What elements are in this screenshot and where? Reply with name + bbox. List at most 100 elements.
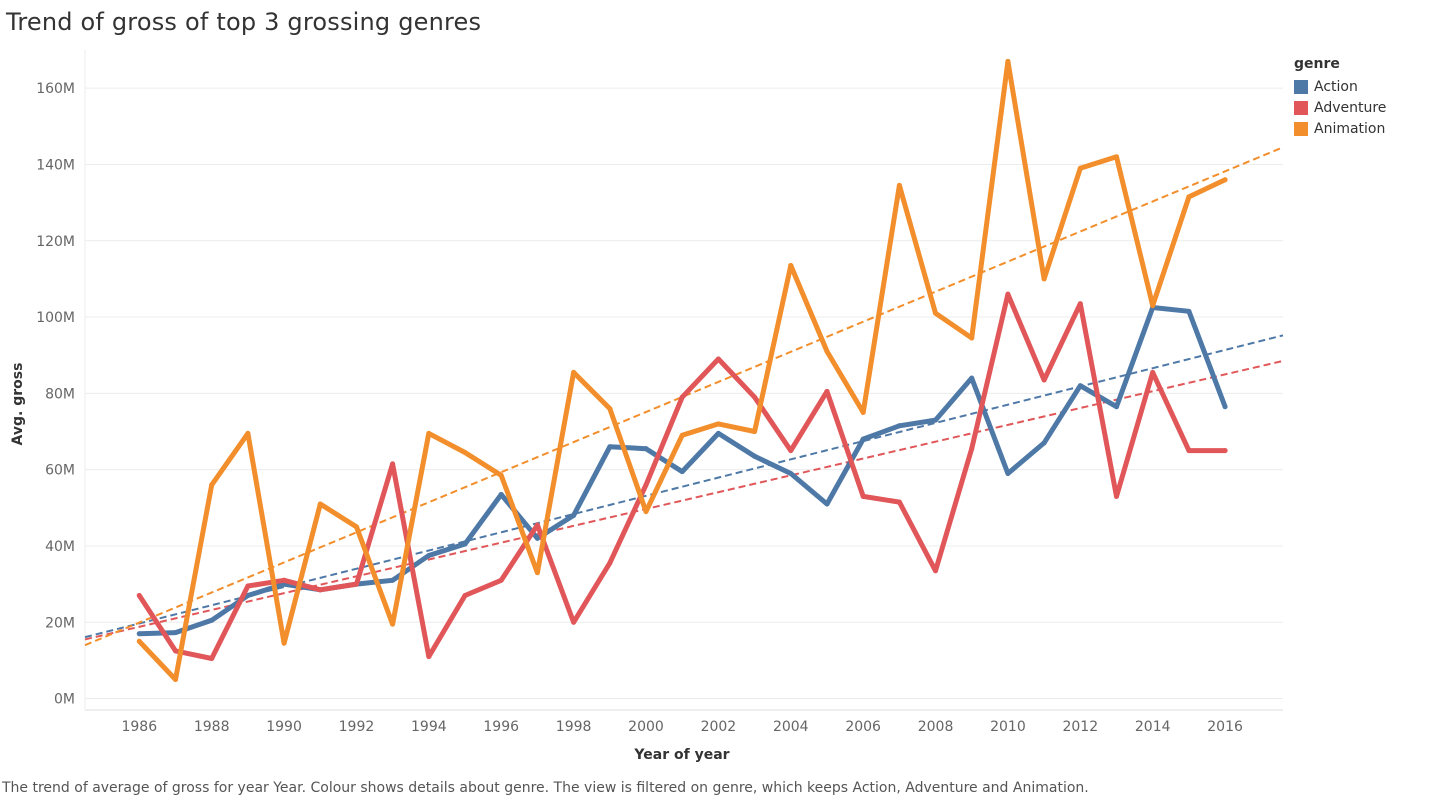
data-point-adventure[interactable] <box>172 648 178 654</box>
data-point-adventure[interactable] <box>607 560 613 566</box>
data-point-animation[interactable] <box>752 429 758 435</box>
data-point-action[interactable] <box>1041 440 1047 446</box>
legend-item-animation[interactable]: Animation <box>1294 118 1386 139</box>
data-point-adventure[interactable] <box>390 461 396 467</box>
x-tick-label: 1996 <box>483 719 519 735</box>
data-point-animation[interactable] <box>498 472 504 478</box>
data-point-action[interactable] <box>209 617 215 623</box>
data-point-animation[interactable] <box>462 449 468 455</box>
legend-item-action[interactable]: Action <box>1294 76 1386 97</box>
data-point-action[interactable] <box>172 630 178 636</box>
data-point-adventure[interactable] <box>571 619 577 625</box>
data-point-animation[interactable] <box>715 421 721 427</box>
data-point-adventure[interactable] <box>969 446 975 452</box>
data-point-action[interactable] <box>534 535 540 541</box>
data-point-action[interactable] <box>969 375 975 381</box>
data-point-adventure[interactable] <box>498 577 504 583</box>
data-point-adventure[interactable] <box>643 482 649 488</box>
data-point-adventure[interactable] <box>353 581 359 587</box>
data-point-adventure[interactable] <box>896 499 902 505</box>
data-point-animation[interactable] <box>1186 194 1192 200</box>
data-point-adventure[interactable] <box>209 655 215 661</box>
data-point-action[interactable] <box>679 469 685 475</box>
data-point-action[interactable] <box>1222 404 1228 410</box>
data-point-animation[interactable] <box>136 638 142 644</box>
data-point-adventure[interactable] <box>715 356 721 362</box>
data-point-adventure[interactable] <box>1186 448 1192 454</box>
data-point-animation[interactable] <box>1077 165 1083 171</box>
data-point-action[interactable] <box>1077 383 1083 389</box>
data-point-action[interactable] <box>1186 308 1192 314</box>
data-point-action[interactable] <box>643 446 649 452</box>
data-point-animation[interactable] <box>317 501 323 507</box>
data-point-action[interactable] <box>498 491 504 497</box>
data-point-animation[interactable] <box>281 640 287 646</box>
data-point-animation[interactable] <box>860 409 866 415</box>
data-point-adventure[interactable] <box>245 583 251 589</box>
data-point-animation[interactable] <box>1114 154 1120 160</box>
data-point-action[interactable] <box>136 631 142 637</box>
data-point-animation[interactable] <box>571 369 577 375</box>
data-point-action[interactable] <box>1005 470 1011 476</box>
data-point-animation[interactable] <box>824 348 830 354</box>
data-point-adventure[interactable] <box>824 388 830 394</box>
legend-swatch <box>1294 100 1308 115</box>
data-point-action[interactable] <box>390 577 396 583</box>
data-point-animation[interactable] <box>1041 276 1047 282</box>
y-tick-label: 0M <box>54 692 75 708</box>
data-point-action[interactable] <box>896 423 902 429</box>
data-point-animation[interactable] <box>1005 58 1011 64</box>
data-point-animation[interactable] <box>426 430 432 436</box>
data-point-animation[interactable] <box>534 570 540 576</box>
x-axis-label: Year of year <box>633 747 729 763</box>
data-point-animation[interactable] <box>788 263 794 269</box>
data-point-adventure[interactable] <box>860 493 866 499</box>
data-point-action[interactable] <box>426 552 432 558</box>
data-point-action[interactable] <box>571 512 577 518</box>
data-point-animation[interactable] <box>643 509 649 515</box>
data-point-adventure[interactable] <box>534 522 540 528</box>
data-point-action[interactable] <box>788 470 794 476</box>
data-point-action[interactable] <box>824 501 830 507</box>
trend-line-adventure <box>84 359 1284 641</box>
data-point-animation[interactable] <box>245 430 251 436</box>
data-point-animation[interactable] <box>390 621 396 627</box>
data-point-adventure[interactable] <box>788 448 794 454</box>
data-point-action[interactable] <box>245 593 251 599</box>
data-point-adventure[interactable] <box>136 593 142 599</box>
data-point-adventure[interactable] <box>1114 493 1120 499</box>
data-point-adventure[interactable] <box>752 394 758 400</box>
data-point-adventure[interactable] <box>1222 448 1228 454</box>
legend-label: Animation <box>1314 120 1386 137</box>
data-point-animation[interactable] <box>896 182 902 188</box>
data-point-animation[interactable] <box>172 676 178 682</box>
data-point-adventure[interactable] <box>1005 291 1011 297</box>
data-point-action[interactable] <box>933 417 939 423</box>
data-point-animation[interactable] <box>209 482 215 488</box>
data-point-animation[interactable] <box>933 310 939 316</box>
data-point-adventure[interactable] <box>317 587 323 593</box>
data-point-adventure[interactable] <box>426 654 432 660</box>
data-point-action[interactable] <box>715 430 721 436</box>
data-point-adventure[interactable] <box>281 577 287 583</box>
x-tick-label: 2010 <box>990 719 1026 735</box>
data-point-adventure[interactable] <box>462 593 468 599</box>
data-point-action[interactable] <box>462 541 468 547</box>
data-point-adventure[interactable] <box>1150 369 1156 375</box>
data-point-adventure[interactable] <box>933 568 939 574</box>
data-point-animation[interactable] <box>607 406 613 412</box>
legend-item-adventure[interactable]: Adventure <box>1294 97 1386 118</box>
series-line-adventure[interactable] <box>136 291 1228 661</box>
data-point-animation[interactable] <box>1150 303 1156 309</box>
data-point-animation[interactable] <box>353 524 359 530</box>
data-point-adventure[interactable] <box>1077 301 1083 307</box>
data-point-adventure[interactable] <box>1041 377 1047 383</box>
data-point-action[interactable] <box>752 453 758 459</box>
data-point-adventure[interactable] <box>679 394 685 400</box>
data-point-animation[interactable] <box>679 432 685 438</box>
data-point-action[interactable] <box>607 444 613 450</box>
data-point-action[interactable] <box>1114 404 1120 410</box>
data-point-animation[interactable] <box>969 335 975 341</box>
data-point-action[interactable] <box>860 436 866 442</box>
data-point-animation[interactable] <box>1222 177 1228 183</box>
